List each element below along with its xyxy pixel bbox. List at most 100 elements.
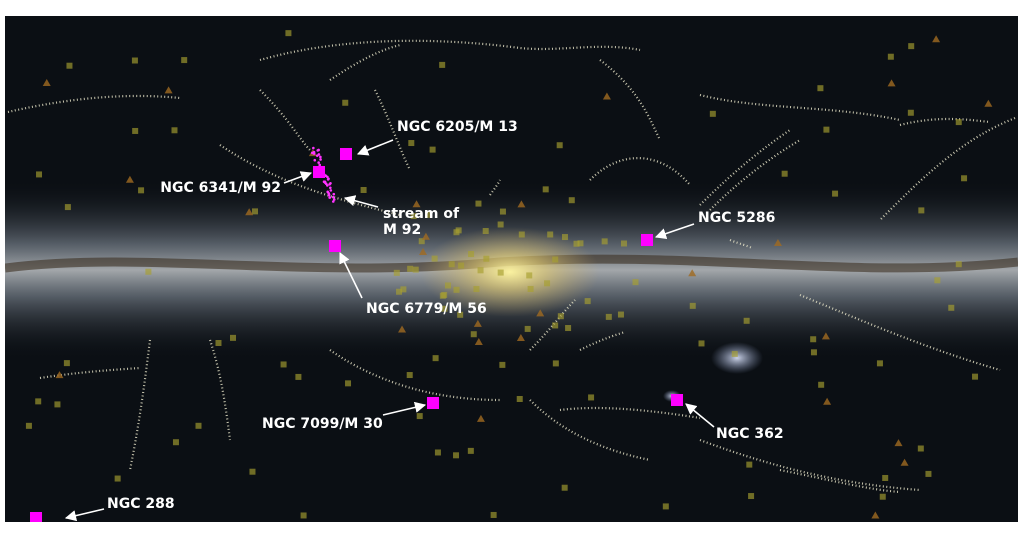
satellite-marker	[879, 493, 886, 500]
stream-star	[331, 195, 335, 199]
satellite-marker	[602, 92, 611, 100]
satellite-marker	[457, 311, 464, 318]
satellite-marker	[473, 286, 480, 293]
satellite-marker	[925, 470, 932, 477]
satellite-marker	[887, 79, 896, 87]
satellite-marker	[412, 266, 419, 273]
background-objects	[25, 30, 993, 519]
satellite-marker	[416, 413, 423, 420]
satellite-marker	[172, 439, 179, 446]
satellite-marker	[527, 285, 534, 292]
satellite-marker	[181, 57, 188, 64]
satellite-marker	[412, 200, 421, 208]
stream-star	[323, 180, 327, 184]
satellite-marker	[36, 171, 43, 178]
stream-star	[327, 191, 330, 195]
satellite-marker	[948, 304, 955, 311]
cluster-marker	[30, 512, 42, 522]
satellite-marker	[561, 484, 568, 491]
satellite-marker	[497, 221, 504, 228]
cluster-label: NGC 7099/M 30	[262, 416, 383, 432]
satellite-marker	[632, 279, 639, 286]
satellite-marker	[131, 57, 138, 64]
satellite-marker	[552, 256, 559, 263]
satellite-marker	[907, 109, 914, 116]
satellite-marker	[360, 186, 367, 193]
satellite-marker	[300, 512, 307, 519]
cluster-marker	[427, 397, 439, 409]
arrow	[339, 251, 363, 299]
satellite-marker	[406, 372, 413, 379]
satellite-marker	[55, 371, 64, 379]
satellite-marker	[467, 447, 474, 454]
satellite-marker	[577, 240, 584, 247]
cluster-marker	[671, 394, 683, 406]
cluster-label: NGC 362	[716, 426, 784, 442]
satellite-marker	[557, 313, 564, 320]
satellite-marker	[431, 255, 438, 262]
satellite-marker	[871, 511, 880, 519]
satellite-marker	[25, 422, 32, 429]
satellite-marker	[516, 334, 525, 342]
satellite-marker	[552, 322, 559, 329]
satellite-marker	[434, 449, 441, 456]
arrow	[64, 508, 105, 522]
satellite-marker	[425, 211, 432, 218]
satellite-marker	[215, 339, 222, 346]
satellite-marker	[429, 146, 436, 153]
satellite-marker	[453, 452, 460, 459]
satellite-marker	[731, 350, 738, 357]
satellite-marker	[894, 439, 903, 447]
stream-star	[319, 158, 322, 161]
satellite-marker	[458, 262, 465, 269]
satellite-marker	[746, 461, 753, 468]
cluster-label: NGC 5286	[698, 210, 775, 226]
satellite-marker	[407, 265, 414, 272]
stream-star	[312, 152, 316, 155]
satellite-marker	[475, 200, 482, 207]
satellite-marker	[393, 269, 400, 276]
satellite-marker	[620, 240, 627, 247]
satellite-marker	[547, 231, 554, 238]
satellite-marker	[453, 286, 460, 293]
satellite-marker	[955, 261, 962, 268]
satellite-marker	[474, 337, 483, 345]
stream-star	[318, 163, 322, 167]
satellite-marker	[125, 175, 134, 183]
stream-star	[329, 186, 332, 190]
stream-star	[326, 178, 330, 181]
satellite-marker	[882, 474, 889, 481]
satellite-marker	[662, 503, 669, 510]
satellite-marker	[617, 311, 624, 318]
satellite-marker	[810, 349, 817, 356]
satellite-marker	[455, 227, 462, 234]
satellite-marker	[295, 373, 302, 380]
arrow	[382, 401, 427, 416]
stream-star	[328, 196, 331, 199]
satellite-marker	[542, 186, 549, 193]
cluster-label: NGC 6341/M 92	[160, 180, 281, 196]
satellite-marker	[398, 325, 407, 333]
stream-star	[326, 175, 329, 179]
arrow	[685, 403, 715, 428]
satellite-marker	[252, 208, 259, 215]
satellite-marker	[345, 380, 352, 387]
satellite-marker	[418, 238, 425, 245]
satellite-marker	[552, 360, 559, 367]
satellite-marker	[490, 511, 497, 518]
satellite-marker	[470, 331, 477, 338]
stream-star	[329, 181, 332, 185]
satellite-marker	[918, 207, 925, 214]
satellite-marker	[605, 313, 612, 320]
cluster-label: NGC 288	[107, 496, 175, 512]
stream-star	[312, 146, 315, 150]
cluster-marker	[641, 234, 653, 246]
satellite-marker	[832, 190, 839, 197]
satellite-marker	[536, 309, 545, 317]
satellite-marker	[35, 398, 42, 405]
satellite-marker	[601, 238, 608, 245]
arrow	[343, 195, 379, 208]
satellite-marker	[526, 272, 533, 279]
satellite-marker	[54, 401, 61, 408]
